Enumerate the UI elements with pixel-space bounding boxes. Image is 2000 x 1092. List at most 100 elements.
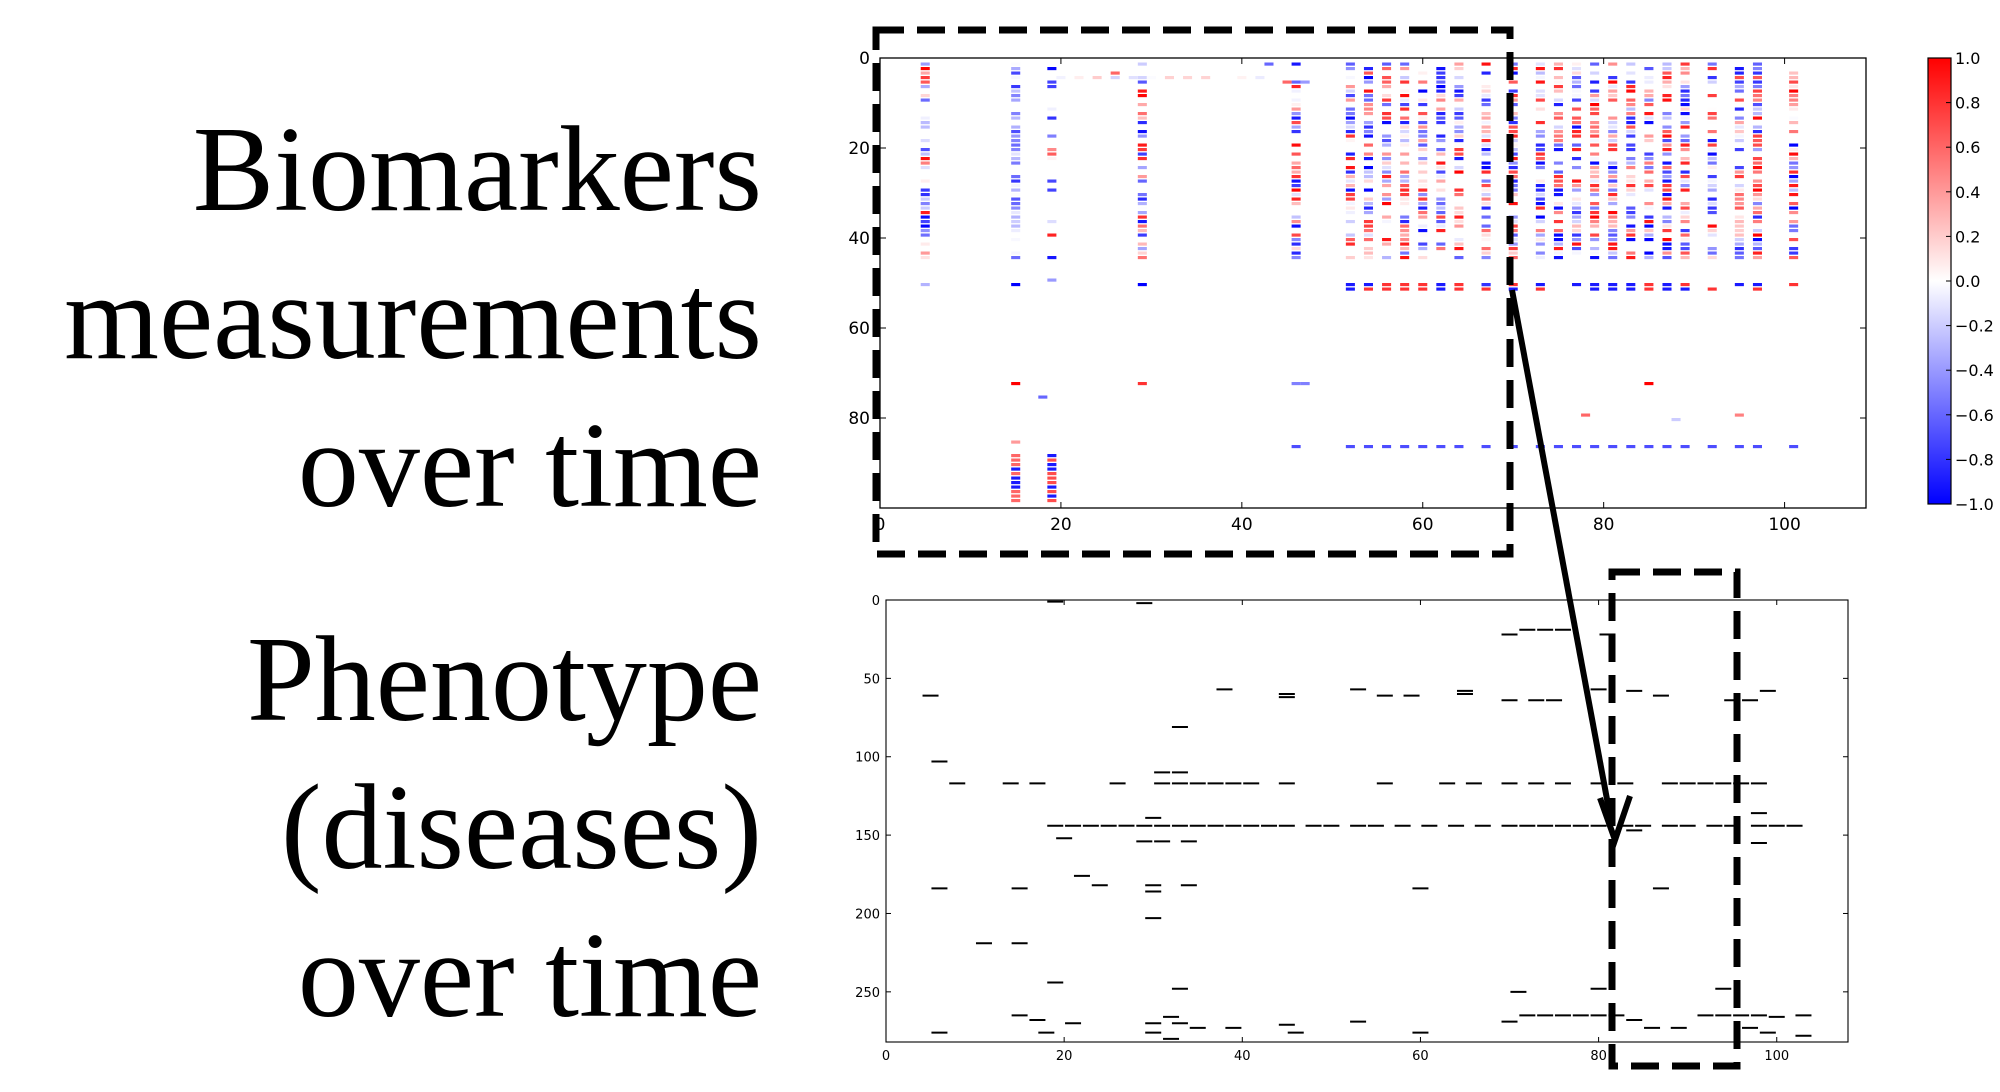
heatmap-cell	[1572, 215, 1582, 219]
heatmap-cell	[1363, 125, 1373, 129]
heatmap-cell	[1662, 175, 1672, 179]
heatmap-cell	[1454, 445, 1464, 449]
heatmap-cell	[1400, 242, 1410, 246]
heatmap-cell	[1789, 220, 1799, 224]
phenotype-xtick-label: 20	[1056, 1049, 1073, 1064]
heatmap-cell	[1590, 161, 1600, 165]
heatmap-cell	[1535, 233, 1545, 237]
heatmap-cell	[1680, 161, 1690, 165]
heatmap-cell	[1454, 62, 1464, 66]
heatmap-cell	[1291, 382, 1301, 386]
phenotype-ytick-label: 150	[855, 829, 880, 844]
heatmap-cell	[1707, 76, 1717, 80]
heatmap-cell	[1553, 139, 1563, 143]
heatmap-cell	[1590, 94, 1600, 98]
heatmap-cell	[1345, 211, 1355, 215]
heatmap-cell	[1707, 94, 1717, 98]
heatmap-cell	[1789, 152, 1799, 156]
heatmap-cell	[1680, 103, 1690, 107]
heatmap-cell	[1752, 224, 1762, 228]
heatmap-cell	[1345, 170, 1355, 174]
heatmap-cell	[1662, 193, 1672, 197]
heatmap-cell	[1553, 193, 1563, 197]
heatmap-cell	[1291, 251, 1301, 255]
heatmap-cell	[1626, 175, 1636, 179]
heatmap-cell	[1789, 211, 1799, 215]
heatmap-cell	[1662, 98, 1672, 102]
heatmap-cell	[1481, 62, 1491, 66]
heatmap-cell	[1454, 130, 1464, 134]
heatmap-cell	[1752, 202, 1762, 206]
heatmap-cell	[1535, 89, 1545, 93]
heatmap-cell	[1508, 125, 1518, 129]
heatmap-cell	[1626, 85, 1636, 89]
heatmap-cell	[1590, 238, 1600, 242]
heatmap-cell	[1418, 116, 1428, 120]
heatmap-cell	[920, 229, 930, 233]
heatmap-cell	[1752, 125, 1762, 129]
heatmap-cell	[1572, 116, 1582, 120]
heatmap-cell	[1363, 238, 1373, 242]
heatmap-cell	[1400, 233, 1410, 237]
heatmap-cell	[1291, 188, 1301, 192]
heatmap-cell	[1481, 287, 1491, 291]
heatmap-cell	[1418, 98, 1428, 102]
heatmap-cell	[1662, 287, 1672, 291]
heatmap-cell	[1454, 215, 1464, 219]
heatmap-cell	[1789, 445, 1799, 449]
heatmap-cell	[1734, 170, 1744, 174]
colorbar-tick-label: 0.0	[1955, 272, 1980, 291]
heatmap-cell	[1400, 80, 1410, 84]
heatmap-cell	[1626, 179, 1636, 183]
heatmap-cell	[1734, 85, 1744, 89]
heatmap-cell	[1363, 179, 1373, 183]
heatmap-cell	[1590, 256, 1600, 260]
heatmap-xtick-label: 40	[1231, 515, 1253, 535]
heatmap-cell	[1789, 116, 1799, 120]
heatmap-cell	[1662, 247, 1672, 251]
heatmap-cell	[1508, 89, 1518, 93]
heatmap-cell	[1481, 445, 1491, 449]
heatmap-cell	[1752, 287, 1762, 291]
heatmap-cell	[1481, 238, 1491, 242]
heatmap-cell	[1481, 134, 1491, 138]
heatmap-cell	[1047, 233, 1057, 237]
phenotype-frame	[885, 599, 1849, 1043]
heatmap-cell	[1345, 94, 1355, 98]
heatmap-cell	[1110, 76, 1120, 80]
heatmap-cell	[1137, 179, 1147, 183]
heatmap-cell	[1662, 62, 1672, 66]
heatmap-cell	[1626, 134, 1636, 138]
heatmap-cell	[1436, 166, 1446, 170]
heatmap-cell	[1734, 107, 1744, 111]
heatmap-cell	[1436, 89, 1446, 93]
heatmap-cell	[1400, 152, 1410, 156]
heatmap-cell	[1011, 224, 1021, 228]
heatmap-cell	[1481, 229, 1491, 233]
heatmap-cell	[1345, 134, 1355, 138]
heatmap-cell	[1418, 89, 1428, 93]
heatmap-cell	[1535, 76, 1545, 80]
heatmap-cell	[1047, 454, 1057, 458]
heatmap-cell	[1680, 94, 1690, 98]
heatmap-cell	[1752, 251, 1762, 255]
heatmap-cell	[1752, 184, 1762, 188]
heatmap-cell	[1734, 71, 1744, 75]
heatmap-cell	[1626, 103, 1636, 107]
heatmap-cell	[1400, 62, 1410, 66]
heatmap-cell	[1553, 184, 1563, 188]
heatmap-cell	[1626, 233, 1636, 237]
heatmap-xtick-label: 60	[1412, 515, 1434, 535]
heatmap-cell	[1590, 130, 1600, 134]
heatmap-cell	[1572, 121, 1582, 125]
heatmap-cell	[1644, 121, 1654, 125]
heatmap-cell	[1680, 220, 1690, 224]
heatmap-cell	[1608, 62, 1618, 66]
heatmap-cell	[920, 67, 930, 71]
heatmap-cell	[1382, 80, 1392, 84]
heatmap-cell	[1608, 251, 1618, 255]
heatmap-cell	[920, 215, 930, 219]
heatmap-cell	[1345, 256, 1355, 260]
heatmap-cell	[1789, 130, 1799, 134]
heatmap-cell	[1345, 193, 1355, 197]
